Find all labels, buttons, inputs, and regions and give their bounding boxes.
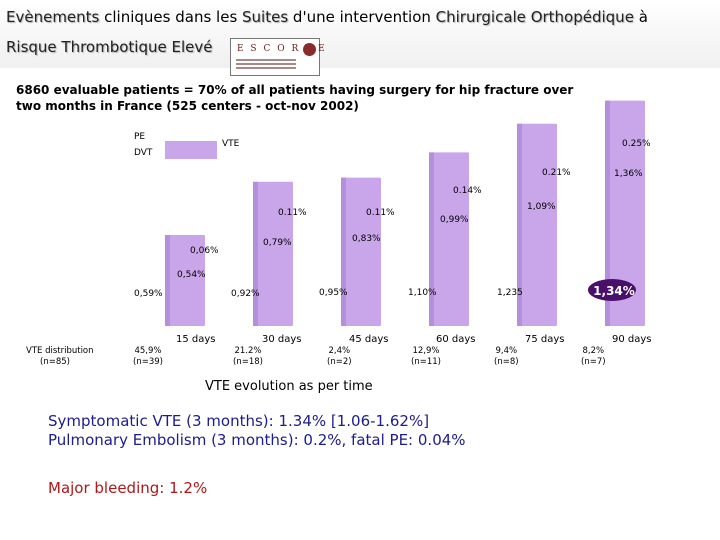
distribution-n: (n=7) [581, 357, 606, 367]
summary-text: Symptomatic VTE (3 months): 1.34% [1.06-… [48, 412, 466, 450]
pe-label-30: 0.11% [278, 208, 307, 218]
category-label-15: 15 days [176, 334, 216, 345]
title-word-orthopedique: Orthopédique [530, 8, 634, 26]
pe-label-90: 0.25% [622, 139, 651, 149]
distribution-header-title: VTE distribution [26, 346, 94, 356]
category-label-60: 60 days [436, 334, 476, 345]
distribution-75: 9,4% (n=8) [494, 346, 519, 368]
summary-pe: Pulmonary Embolism (3 months): 0.2%, fat… [48, 431, 466, 449]
category-label-90: 90 days [612, 334, 652, 345]
dvt-label-45: 0,83% [352, 234, 381, 244]
slide-title-line1: Evènements cliniques dans les Suites d'u… [6, 8, 648, 26]
distribution-n: (n=11) [411, 357, 441, 367]
study-line-1: 6860 evaluable patients = 70% of all pat… [16, 83, 574, 97]
chart-title: VTE evolution as per time [205, 379, 373, 394]
title-text-cliniques: cliniques dans les [99, 8, 243, 26]
title-word-chirurgicale: Chirurgicale [435, 8, 526, 26]
distribution-header-n: (n=85) [40, 357, 70, 367]
distribution-45: 2,4% (n=2) [327, 346, 352, 368]
vte-label-30: 0,92% [231, 289, 260, 299]
bar-shade-45-days [341, 177, 346, 326]
bar-shade-15-days [165, 235, 170, 326]
distribution-n: (n=8) [494, 357, 519, 367]
dvt-label-30: 0,79% [263, 238, 292, 248]
pe-label-45: 0.11% [366, 208, 395, 218]
highlight-badge [588, 279, 636, 301]
vte-label-90: 1,34% [593, 284, 635, 298]
dvt-label-75: 1,09% [527, 202, 556, 212]
distribution-15: 45,9% (n=39) [133, 346, 163, 368]
bar-45-days [341, 177, 381, 326]
distribution-90: 8,2% (n=7) [581, 346, 606, 368]
dvt-label-15: 0,54% [177, 270, 206, 280]
slide-title-line2: Risque Thrombotique Elevé [6, 38, 212, 56]
vte-label-60: 1,10% [408, 288, 437, 298]
bar-90-days [605, 100, 645, 326]
distribution-pct: 8,2% [582, 346, 605, 356]
dvt-label-60: 0,99% [440, 215, 469, 225]
bar-shade-90-days [605, 100, 610, 326]
study-description: 6860 evaluable patients = 70% of all pat… [16, 82, 573, 114]
logo-seal-icon [303, 43, 316, 56]
bar-75-days [517, 123, 557, 326]
logo-fine-print [236, 59, 296, 71]
title-text-a: à [633, 8, 648, 26]
legend-swatch [165, 141, 217, 159]
distribution-pct: 45,9% [134, 346, 162, 356]
distribution-pct: 12,9% [412, 346, 440, 356]
title-word-suites: Suites [242, 8, 289, 26]
distribution-pct: 9,4% [495, 346, 518, 356]
category-label-45: 45 days [349, 334, 389, 345]
distribution-pct: 21.2% [234, 346, 262, 356]
bar-15-days [165, 235, 205, 326]
title-bar [0, 0, 720, 68]
pe-label-60: 0.14% [453, 186, 482, 196]
distribution-n: (n=39) [133, 357, 163, 367]
distribution-60: 12,9% (n=11) [411, 346, 441, 368]
vte-label-15: 0,59% [134, 289, 163, 299]
logo-text: E S C O R T E [237, 44, 327, 54]
summary-vte: Symptomatic VTE (3 months): 1.34% [1.06-… [48, 412, 430, 430]
vte-label-75: 1,235 [497, 288, 523, 298]
pe-label-15: 0,06% [190, 246, 219, 256]
legend-dvt-label: DVT [134, 148, 153, 158]
legend-pe-label: PE [134, 132, 146, 142]
study-line-2: two months in France (525 centers - oct-… [16, 99, 359, 113]
distribution-30: 21.2% (n=18) [233, 346, 263, 368]
bar-30-days [253, 181, 293, 326]
title-text-dune: d'une intervention [288, 8, 436, 26]
bar-shade-60-days [429, 152, 434, 326]
title-word-evenements: Evènements [6, 8, 100, 26]
bar-60-days [429, 152, 469, 326]
title-word-risque: Risque Thrombotique [6, 38, 172, 56]
distribution-pct: 2,4% [328, 346, 351, 356]
vte-label-45: 0,95% [319, 288, 348, 298]
category-label-75: 75 days [525, 334, 565, 345]
distribution-n: (n=18) [233, 357, 263, 367]
escorte-logo: E S C O R T E [230, 38, 325, 76]
pe-label-75: 0.21% [542, 168, 571, 178]
title-word-eleve: Elevé [171, 38, 213, 56]
bar-shade-30-days [253, 181, 258, 326]
distribution-header: VTE distribution (n=85) [26, 346, 94, 368]
category-label-30: 30 days [262, 334, 302, 345]
major-bleeding-text: Major bleeding: 1.2% [48, 479, 208, 497]
dvt-label-90: 1,36% [614, 169, 643, 179]
legend-vte-label: VTE [222, 139, 240, 149]
distribution-n: (n=2) [327, 357, 352, 367]
bar-shade-75-days [517, 123, 522, 326]
